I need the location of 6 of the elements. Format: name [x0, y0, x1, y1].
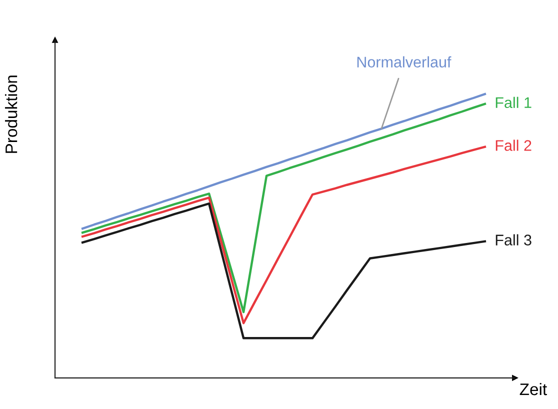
- x-axis-title: Zeit: [520, 382, 547, 396]
- series-label: Fall 3: [496, 234, 532, 246]
- text: Normalverlauf: [357, 56, 452, 68]
- series-label: Fall 1: [496, 96, 532, 108]
- series-label: Fall 2: [496, 140, 532, 151]
- y-axis-title: Produktion: [5, 76, 18, 153]
